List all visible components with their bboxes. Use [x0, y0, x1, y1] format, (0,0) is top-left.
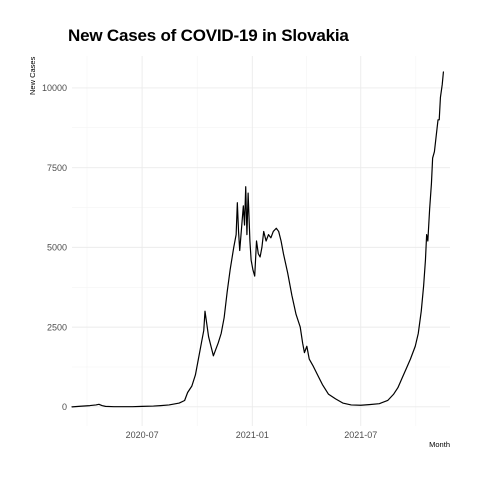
- y-tick-label: 7500: [47, 163, 67, 173]
- x-tick-label: 2021-01: [236, 430, 269, 440]
- y-tick-label: 5000: [47, 243, 67, 253]
- y-tick-label: 10000: [42, 83, 67, 93]
- x-tick-label: 2020-07: [126, 430, 159, 440]
- x-tick-label: 2021-07: [344, 430, 377, 440]
- y-tick-label: 2500: [47, 322, 67, 332]
- chart-title: New Cases of COVID-19 in Slovakia: [68, 26, 349, 45]
- y-axis-title: New Cases: [28, 56, 37, 95]
- label-layer: 0 2500 5000 7500 10000 2020-07 2021-01 2021-07: [42, 83, 377, 440]
- x-axis-title: Month: [429, 440, 450, 449]
- series-line-new-cases: [71, 71, 445, 408]
- y-tick-label: 0: [62, 402, 67, 412]
- grid-layer: [72, 56, 450, 426]
- line-layer: [71, 71, 445, 408]
